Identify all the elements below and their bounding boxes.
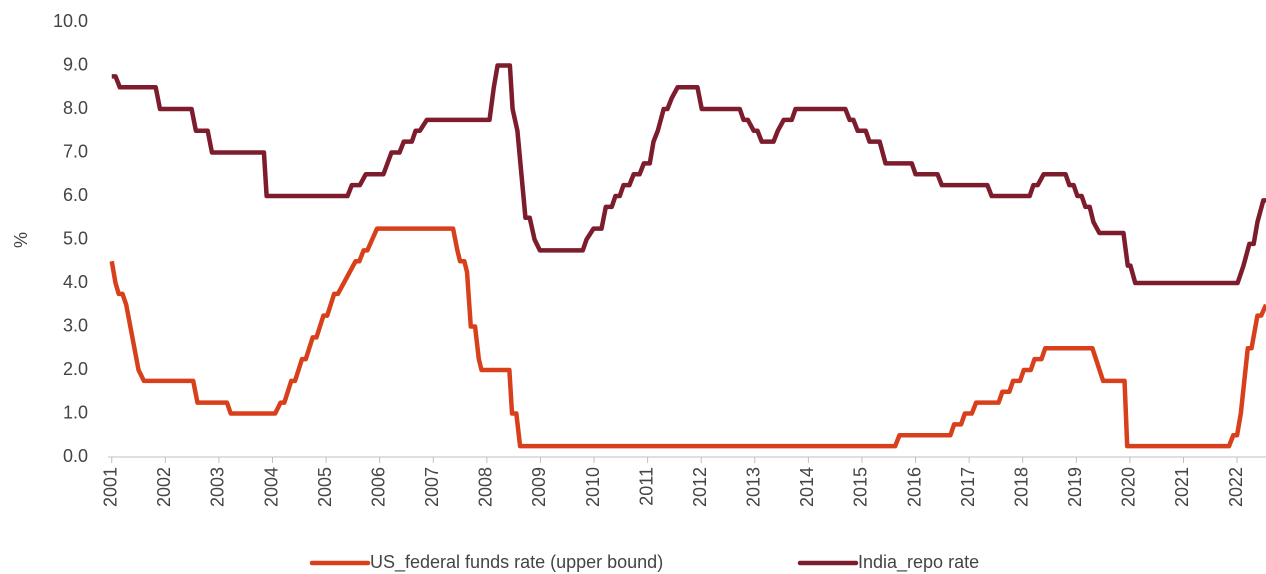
y-tick-label: 7.0 xyxy=(63,141,88,161)
x-tick-label: 2022 xyxy=(1226,467,1246,507)
x-tick-label: 2011 xyxy=(636,467,656,506)
legend-label: US_federal funds rate (upper bound) xyxy=(370,552,663,573)
y-tick-label: 2.0 xyxy=(63,359,88,379)
y-axis-label: % xyxy=(11,232,31,248)
y-tick-label: 4.0 xyxy=(63,272,88,292)
y-tick-label: 0.0 xyxy=(63,446,88,466)
x-tick-label: 2004 xyxy=(261,467,281,507)
x-tick-label: 2002 xyxy=(154,467,174,507)
x-tick-label: 2013 xyxy=(744,467,764,507)
x-tick-label: 2019 xyxy=(1065,467,1085,507)
y-tick-label: 3.0 xyxy=(63,315,88,335)
x-tick-label: 2009 xyxy=(529,467,549,507)
x-tick-label: 2005 xyxy=(315,467,335,507)
x-tick-label: 2007 xyxy=(422,467,442,507)
series-line xyxy=(111,63,1266,286)
x-tick-label: 2014 xyxy=(797,467,817,507)
y-tick-label: 1.0 xyxy=(63,402,88,422)
series-line xyxy=(109,226,1266,449)
y-tick-label: 5.0 xyxy=(63,228,88,248)
x-tick-label: 2020 xyxy=(1119,467,1139,507)
y-tick-label: 6.0 xyxy=(63,185,88,205)
y-tick-label: 10.0 xyxy=(53,11,88,31)
y-tick-label: 9.0 xyxy=(63,54,88,74)
x-tick-label: 2010 xyxy=(583,467,603,507)
x-tick-label: 2006 xyxy=(368,467,388,507)
x-tick-label: 2001 xyxy=(101,467,121,507)
x-tick-label: 2016 xyxy=(904,467,924,507)
x-tick-label: 2012 xyxy=(690,467,710,507)
x-tick-label: 2017 xyxy=(958,467,978,507)
legend-label: India_repo rate xyxy=(858,552,979,573)
x-tick-label: 2008 xyxy=(476,467,496,507)
x-tick-label: 2018 xyxy=(1011,467,1031,507)
x-tick-label: 2015 xyxy=(851,467,871,507)
x-tick-label: 2003 xyxy=(208,467,228,507)
x-tick-label: 2021 xyxy=(1172,467,1192,507)
y-tick-label: 8.0 xyxy=(63,98,88,118)
